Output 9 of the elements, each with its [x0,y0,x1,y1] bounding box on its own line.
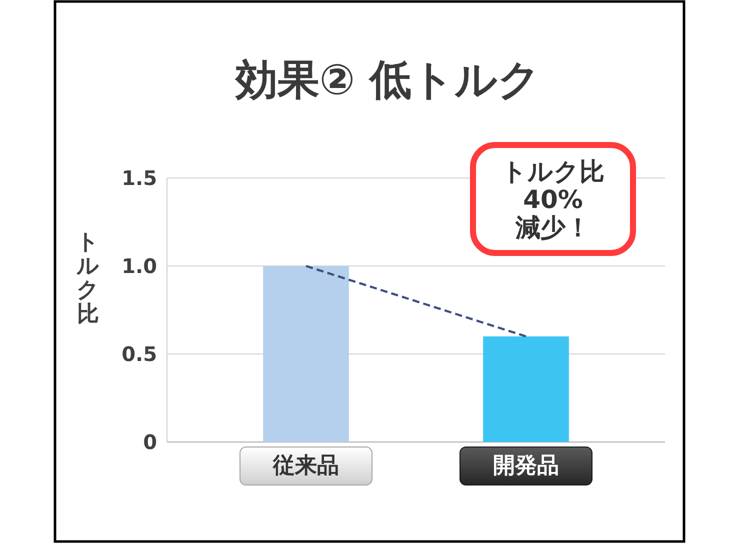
y-axis-title: トルク比 [76,230,100,326]
x-tick-label: 従来品 [273,454,339,478]
chart-title: 効果② 低トルク [235,55,541,104]
y-tick-label: 0.5 [122,342,157,366]
x-tick-label: 開発品 [493,454,559,478]
y-tick-label: 0 [143,430,157,454]
y-tick-label: 1.0 [122,254,157,278]
annotation: トルク比 40% 減少！ [502,156,604,242]
y-tick-label: 1.5 [122,166,157,190]
